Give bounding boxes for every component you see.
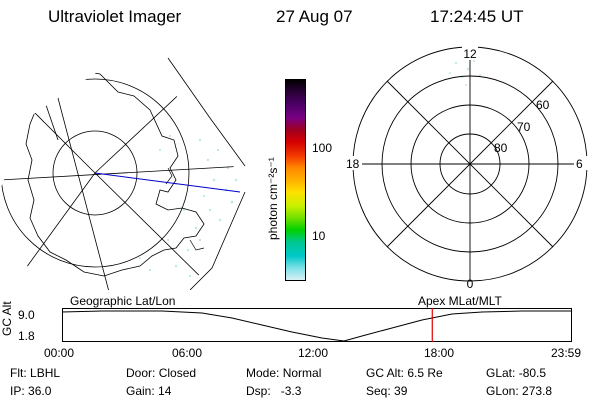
status-mode: Mode: Normal [246, 366, 322, 380]
status-dsp: Dsp: -3.3 [246, 384, 302, 398]
timeline-ytick-min: 1.8 [18, 329, 35, 343]
colorbar [285, 79, 306, 281]
mlt-label-12: 12 [463, 47, 477, 61]
image-time: 17:24:45 UT [430, 7, 524, 26]
coastline [25, 69, 205, 277]
mlat-label-60: 60 [536, 98, 550, 112]
status-seq: Seq: 39 [366, 384, 408, 398]
right-projection-label: Apex MLat/MLT [418, 294, 502, 308]
timeline-xtick-1: 06:00 [172, 346, 203, 360]
timeline-xtick-4: 23:59 [551, 346, 582, 360]
timeline-plot [62, 308, 572, 342]
mlt-label-18: 18 [346, 157, 360, 171]
status-flt: Flt: LBHL [10, 366, 61, 380]
apex-polar-plot: 12 18 6 0 60 70 80 [344, 46, 588, 290]
status-door: Door: Closed [126, 366, 197, 380]
left-projection-label: Geographic Lat/Lon [70, 294, 176, 308]
timeline-xtick-3: 18:00 [424, 346, 455, 360]
aurora-emission-mag [448, 59, 482, 86]
colorbar-tick-100: 100 [312, 141, 333, 155]
status-glat: GLat: -80.5 [486, 366, 547, 380]
mlt-label-6: 6 [576, 157, 583, 171]
image-date: 27 Aug 07 [276, 7, 353, 26]
geographic-map [0, 57, 246, 290]
aurora-emission [139, 134, 238, 278]
noon-meridian [94, 172, 241, 193]
timeline-xtick-0: 00:00 [44, 346, 75, 360]
gc-alt-curve [62, 310, 572, 342]
status-glon: GLon: 273.8 [486, 384, 553, 398]
status-gain: Gain: 14 [126, 384, 172, 398]
status-gc-alt: GC Alt: 6.5 Re [366, 366, 443, 380]
mlat-label-80: 80 [494, 141, 508, 155]
timeline-xtick-2: 12:00 [298, 346, 329, 360]
instrument-title: Ultraviolet Imager [48, 7, 182, 26]
timeline-ytick-max: 9.0 [18, 308, 35, 322]
mlt-label-0: 0 [467, 277, 474, 290]
colorbar-tick-10: 10 [312, 229, 326, 243]
status-ip: IP: 36.0 [10, 384, 52, 398]
mlat-label-70: 70 [517, 120, 531, 134]
